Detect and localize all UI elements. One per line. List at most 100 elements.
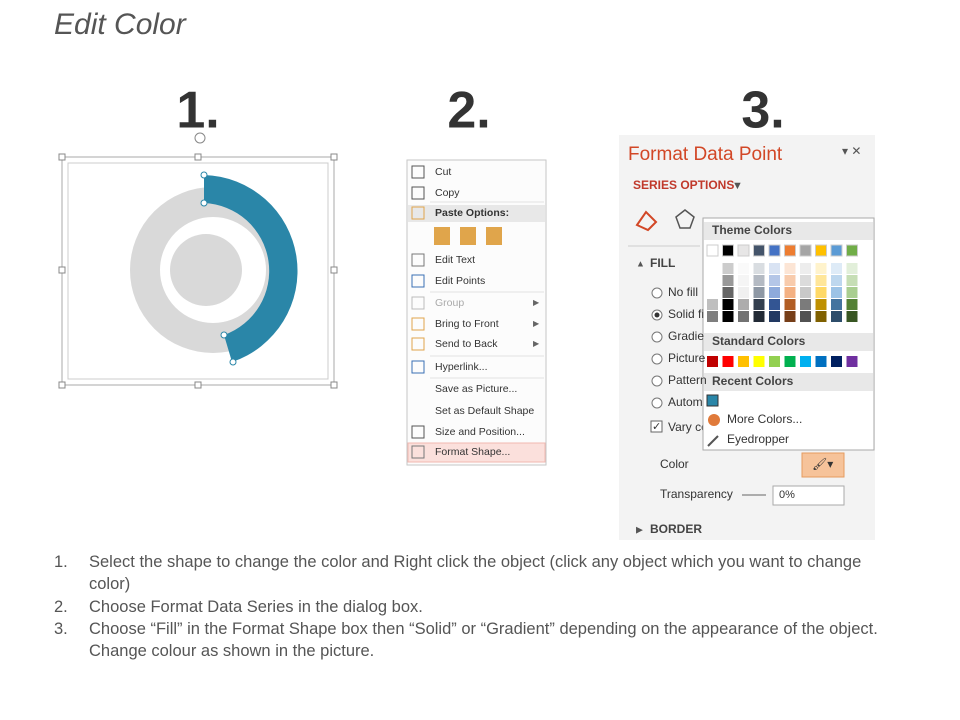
border-label: BORDER — [650, 522, 702, 536]
swatch-tint — [753, 263, 765, 274]
swatch[interactable] — [738, 287, 749, 298]
transparency-label: Transparency — [660, 487, 733, 501]
swatch[interactable] — [846, 356, 858, 367]
swatch-tint — [846, 287, 858, 298]
swatch-tint — [753, 275, 765, 286]
radio[interactable] — [651, 375, 663, 387]
swatch-tint — [738, 287, 749, 298]
swatch[interactable] — [737, 244, 750, 257]
more-colors[interactable]: More Colors... — [727, 412, 802, 426]
swatch[interactable] — [707, 287, 718, 298]
swatch[interactable] — [707, 356, 718, 367]
swatch[interactable] — [707, 299, 718, 310]
swatch-tint — [800, 263, 811, 274]
swatch[interactable] — [846, 299, 858, 310]
swatch[interactable] — [706, 244, 719, 257]
radio[interactable] — [651, 331, 663, 343]
swatch[interactable] — [753, 287, 765, 298]
menu-item[interactable]: Send to Back — [435, 338, 498, 350]
donut-highlight — [204, 175, 298, 362]
menu-item[interactable]: Set as Default Shape — [435, 405, 534, 417]
instruction-text: Choose Format Data Series in the dialog … — [89, 598, 423, 616]
menu-item[interactable]: Copy — [435, 187, 460, 199]
menu-item[interactable]: Group — [435, 297, 464, 309]
swatch[interactable] — [784, 356, 796, 367]
swatch[interactable] — [815, 287, 827, 298]
swatch[interactable] — [831, 299, 842, 310]
swatch[interactable] — [722, 356, 734, 367]
swatch[interactable] — [769, 299, 780, 310]
radio[interactable] — [651, 397, 663, 409]
marker: 2. — [54, 598, 68, 616]
swatch[interactable] — [815, 356, 827, 367]
swatch-tint — [769, 311, 780, 322]
menu-item[interactable]: Size and Position... — [435, 426, 525, 438]
swatch-tint — [738, 311, 749, 322]
menu-icon — [411, 296, 425, 310]
swatch-tint — [769, 275, 780, 286]
swatch[interactable] — [769, 356, 780, 367]
radio[interactable] — [651, 287, 663, 299]
swatch[interactable] — [722, 287, 734, 298]
swatch-tint — [753, 287, 765, 298]
swatch-tint — [846, 275, 858, 286]
menu-item[interactable]: Save as Picture... — [435, 383, 517, 395]
swatch-tint — [846, 263, 858, 274]
swatch[interactable] — [784, 244, 796, 257]
menu-icon — [411, 253, 425, 267]
swatch[interactable] — [753, 244, 765, 257]
swatch[interactable] — [753, 356, 765, 367]
swatch-tint — [784, 311, 796, 322]
swatch-tint — [707, 287, 718, 298]
menu-item[interactable]: Edit Text — [435, 254, 475, 266]
swatch[interactable] — [830, 244, 843, 257]
recent-swatch[interactable] — [706, 394, 719, 407]
title: Edit Color — [54, 8, 187, 41]
swatch[interactable] — [769, 287, 780, 298]
option-label: Gradie — [668, 329, 704, 343]
checkbox[interactable] — [650, 420, 663, 433]
transparency-box[interactable] — [772, 485, 845, 506]
rotate-handle — [194, 132, 206, 144]
swatch[interactable] — [800, 287, 811, 298]
swatch[interactable] — [784, 299, 796, 310]
paste-icon — [460, 227, 476, 245]
swatch[interactable] — [768, 244, 781, 257]
eyedropper-icon — [707, 435, 719, 447]
menu-item[interactable]: Edit Points — [435, 275, 485, 287]
menu-item[interactable]: Bring to Front — [435, 318, 499, 330]
menu-item[interactable]: Hyperlink... — [435, 361, 488, 373]
eyedropper[interactable]: Eyedropper — [727, 432, 789, 446]
swatch[interactable] — [753, 299, 765, 310]
paste-icon — [434, 227, 450, 245]
swatch[interactable] — [738, 356, 749, 367]
swatch[interactable] — [722, 244, 734, 257]
swatch[interactable] — [784, 287, 796, 298]
swatch[interactable] — [846, 244, 858, 257]
swatch-tint — [769, 287, 780, 298]
swatch[interactable] — [722, 299, 734, 310]
handle — [330, 266, 338, 274]
format-pane: Format Data Point ▾ ✕ SERIES OPTIONS ▼ ▲… — [619, 135, 875, 540]
radio[interactable] — [651, 353, 663, 365]
menu-item[interactable]: Format Shape... — [435, 446, 510, 458]
swatch-tint — [753, 299, 765, 310]
swatch-tint — [831, 275, 842, 286]
swatch-tint — [722, 311, 734, 322]
swatch[interactable] — [799, 244, 812, 257]
swatch[interactable] — [800, 356, 811, 367]
handle — [58, 381, 66, 389]
swatch[interactable] — [815, 299, 827, 310]
swatch-tint — [800, 275, 811, 286]
option-label: Pattern — [668, 373, 707, 387]
swatch[interactable] — [800, 299, 811, 310]
color-button[interactable] — [801, 452, 845, 478]
swatch[interactable] — [831, 356, 842, 367]
swatch[interactable] — [831, 287, 842, 298]
swatch[interactable] — [738, 299, 749, 310]
swatch[interactable] — [815, 244, 827, 257]
menu-item[interactable]: Cut — [435, 166, 451, 178]
popup-heading: Recent Colors — [712, 374, 794, 388]
submenu-arrow: ▶ — [533, 298, 540, 307]
swatch[interactable] — [846, 287, 858, 298]
